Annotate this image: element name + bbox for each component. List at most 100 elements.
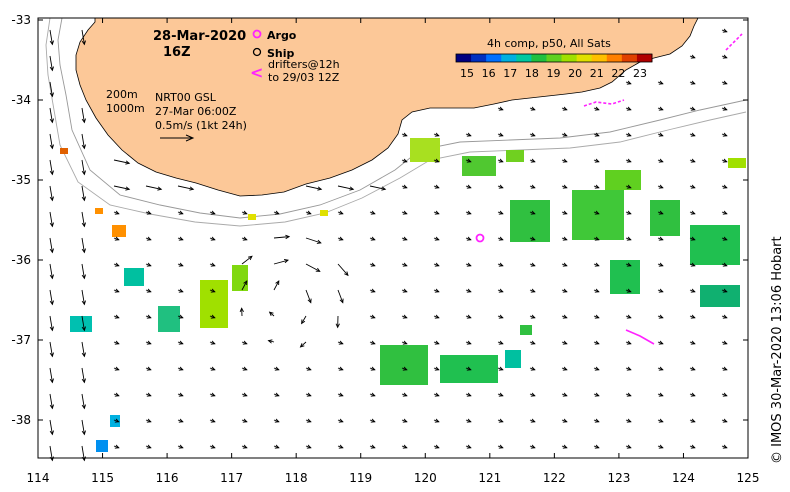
current-vector bbox=[305, 237, 322, 244]
colorbar-segment bbox=[606, 54, 623, 62]
current-vector bbox=[657, 392, 664, 397]
current-vector bbox=[401, 444, 408, 449]
current-vector bbox=[593, 106, 600, 111]
current-vector bbox=[305, 418, 312, 423]
current-vector bbox=[529, 132, 536, 137]
current-vector bbox=[337, 444, 344, 449]
x-tick-label: 115 bbox=[91, 471, 114, 485]
colorbar-tick-label: 18 bbox=[525, 67, 539, 80]
current-vector bbox=[497, 366, 504, 371]
current-vector bbox=[305, 210, 312, 215]
current-vector bbox=[561, 340, 568, 345]
current-vector bbox=[113, 340, 120, 345]
current-vector bbox=[721, 54, 728, 59]
current-vector bbox=[81, 237, 86, 254]
current-vector bbox=[721, 418, 728, 423]
current-vector bbox=[301, 315, 307, 325]
x-tick-label: 120 bbox=[414, 471, 437, 485]
current-vector bbox=[81, 367, 86, 384]
current-vector bbox=[81, 263, 86, 280]
current-vector bbox=[689, 262, 696, 267]
current-vector bbox=[335, 315, 340, 329]
current-vector bbox=[625, 444, 632, 449]
current-vector bbox=[593, 262, 600, 267]
current-vector bbox=[273, 258, 289, 265]
current-vector bbox=[657, 288, 664, 293]
contour-200m bbox=[57, 17, 747, 219]
colorbar-tick-label: 23 bbox=[633, 67, 647, 80]
x-tick-label: 119 bbox=[349, 471, 372, 485]
current-vector bbox=[497, 210, 504, 215]
current-vector bbox=[689, 236, 696, 241]
current-vector bbox=[561, 392, 568, 397]
current-vector bbox=[81, 315, 86, 332]
current-vector bbox=[721, 158, 728, 163]
current-vector bbox=[113, 210, 120, 215]
current-vector bbox=[267, 339, 275, 344]
current-vector bbox=[689, 184, 696, 189]
current-vector bbox=[433, 366, 440, 371]
current-vector bbox=[113, 262, 120, 267]
current-vector bbox=[81, 133, 86, 150]
current-vector bbox=[81, 393, 86, 410]
current-vector bbox=[49, 29, 54, 46]
contour-label-1000m: 1000m bbox=[106, 102, 145, 115]
current-vector bbox=[145, 262, 152, 267]
current-vector bbox=[145, 340, 152, 345]
colorbar-segment bbox=[546, 54, 563, 62]
colorbar-segment bbox=[486, 54, 502, 62]
current-vector bbox=[721, 184, 728, 189]
map-frame bbox=[37, 17, 749, 459]
current-vector bbox=[49, 159, 54, 176]
current-vector bbox=[721, 392, 728, 397]
current-vector bbox=[209, 262, 216, 267]
current-vector bbox=[529, 444, 536, 449]
current-vector bbox=[497, 132, 504, 137]
current-vector bbox=[337, 340, 344, 345]
current-vector bbox=[689, 106, 696, 111]
current-vector bbox=[497, 106, 504, 111]
current-vector bbox=[145, 392, 152, 397]
current-vector bbox=[433, 262, 440, 267]
current-vector bbox=[657, 340, 664, 345]
current-vector bbox=[337, 210, 344, 215]
current-vector bbox=[177, 185, 195, 191]
colorbar-tick-label: 21 bbox=[590, 67, 604, 80]
current-vector bbox=[625, 158, 632, 163]
current-vector bbox=[593, 314, 600, 319]
ship-legend-label: Ship bbox=[267, 47, 295, 60]
current-vector bbox=[81, 289, 86, 306]
argo-legend-icon bbox=[252, 29, 262, 39]
current-vector bbox=[625, 184, 632, 189]
current-vector bbox=[465, 184, 472, 189]
current-vector bbox=[529, 210, 536, 215]
current-vector bbox=[49, 237, 54, 254]
current-vector bbox=[369, 210, 376, 215]
current-vector bbox=[49, 341, 54, 358]
current-vector bbox=[465, 418, 472, 423]
drifter-legend-line2: to 29/03 12Z bbox=[268, 71, 340, 84]
current-vector bbox=[657, 106, 664, 111]
current-vector bbox=[625, 314, 632, 319]
current-vector bbox=[299, 341, 307, 348]
current-vector bbox=[305, 263, 321, 272]
current-vector bbox=[81, 29, 86, 46]
current-vector bbox=[497, 340, 504, 345]
colorbar bbox=[455, 53, 653, 63]
current-vector bbox=[657, 80, 664, 85]
current-vector bbox=[529, 236, 536, 241]
current-vector bbox=[497, 314, 504, 319]
colorbar-tick-label: 22 bbox=[611, 67, 625, 80]
current-vector bbox=[337, 236, 344, 241]
current-vector bbox=[81, 419, 86, 436]
current-vector bbox=[49, 263, 54, 280]
current-vector bbox=[49, 185, 54, 202]
current-vector bbox=[49, 393, 54, 410]
map-time: 16Z bbox=[163, 45, 191, 60]
current-vector bbox=[433, 340, 440, 345]
current-vector bbox=[433, 132, 440, 137]
current-vector bbox=[49, 419, 54, 436]
current-vector bbox=[209, 392, 216, 397]
current-vector bbox=[209, 210, 216, 215]
